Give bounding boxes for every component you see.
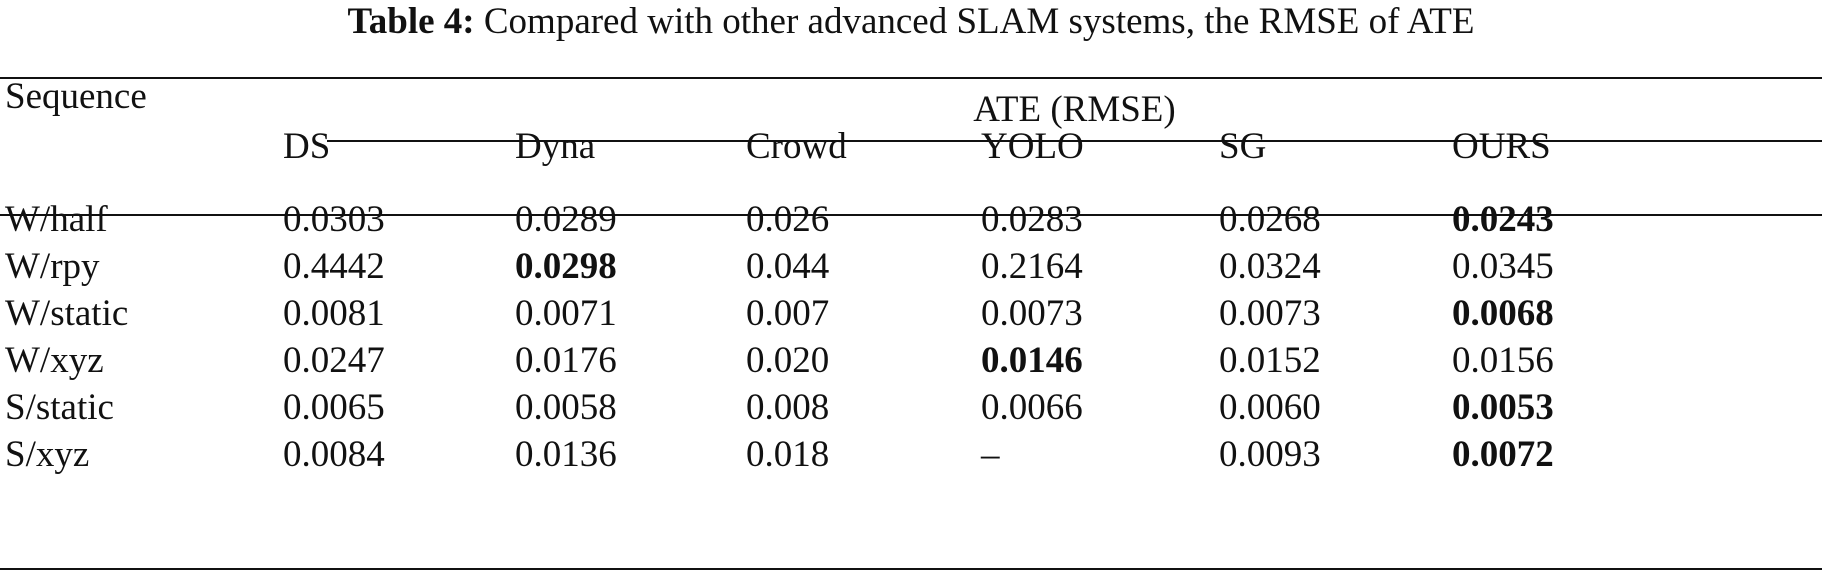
- best-value-cell: 0.0298: [515, 246, 617, 287]
- value-cell: 0.0084: [283, 434, 385, 475]
- header-rule: [0, 214, 1822, 216]
- column-header: OURS: [1452, 126, 1551, 167]
- sequence-cell: W/rpy: [5, 246, 100, 287]
- value-cell: 0.026: [746, 199, 830, 240]
- value-cell: –: [981, 434, 1000, 475]
- best-value-cell: 0.0243: [1452, 199, 1554, 240]
- row-label-header: Sequence: [5, 76, 147, 117]
- value-cell: 0.0268: [1219, 199, 1321, 240]
- value-cell: 0.0081: [283, 293, 385, 334]
- group-rule: [327, 140, 1822, 142]
- column-header: Crowd: [746, 126, 847, 167]
- sequence-cell: W/xyz: [5, 340, 104, 381]
- value-cell: 0.008: [746, 387, 830, 428]
- table-caption: Table 4: Compared with other advanced SL…: [0, 0, 1822, 44]
- sequence-cell: W/static: [5, 293, 129, 334]
- value-cell: 0.0289: [515, 199, 617, 240]
- value-cell: 0.0071: [515, 293, 617, 334]
- group-header: ATE (RMSE): [973, 89, 1176, 130]
- value-cell: 0.4442: [283, 246, 385, 287]
- value-cell: 0.0156: [1452, 340, 1554, 381]
- value-cell: 0.0176: [515, 340, 617, 381]
- column-header: DS: [283, 126, 331, 167]
- value-cell: 0.018: [746, 434, 830, 475]
- column-header: YOLO: [981, 126, 1084, 167]
- value-cell: 0.020: [746, 340, 830, 381]
- value-cell: 0.0345: [1452, 246, 1554, 287]
- sequence-cell: S/xyz: [5, 434, 90, 475]
- value-cell: 0.0303: [283, 199, 385, 240]
- value-cell: 0.0073: [1219, 293, 1321, 334]
- column-header: Dyna: [515, 126, 596, 167]
- value-cell: 0.0247: [283, 340, 385, 381]
- column-header: SG: [1219, 126, 1267, 167]
- best-value-cell: 0.0068: [1452, 293, 1554, 334]
- value-cell: 0.0152: [1219, 340, 1321, 381]
- caption-text: Compared with other advanced SLAM system…: [483, 1, 1475, 42]
- sequence-cell: W/half: [5, 199, 108, 240]
- value-cell: 0.0324: [1219, 246, 1321, 287]
- value-cell: 0.0283: [981, 199, 1083, 240]
- value-cell: 0.2164: [981, 246, 1083, 287]
- caption-label: Table 4:: [347, 1, 475, 42]
- value-cell: 0.0065: [283, 387, 385, 428]
- value-cell: 0.0073: [981, 293, 1083, 334]
- value-cell: 0.0058: [515, 387, 617, 428]
- value-cell: 0.0136: [515, 434, 617, 475]
- value-cell: 0.044: [746, 246, 830, 287]
- best-value-cell: 0.0146: [981, 340, 1083, 381]
- value-cell: 0.0093: [1219, 434, 1321, 475]
- value-cell: 0.0066: [981, 387, 1083, 428]
- sequence-cell: S/static: [5, 387, 114, 428]
- best-value-cell: 0.0072: [1452, 434, 1554, 475]
- value-cell: 0.0060: [1219, 387, 1321, 428]
- value-cell: 0.007: [746, 293, 830, 334]
- bottom-rule: [0, 568, 1822, 570]
- top-rule: [0, 77, 1822, 79]
- best-value-cell: 0.0053: [1452, 387, 1554, 428]
